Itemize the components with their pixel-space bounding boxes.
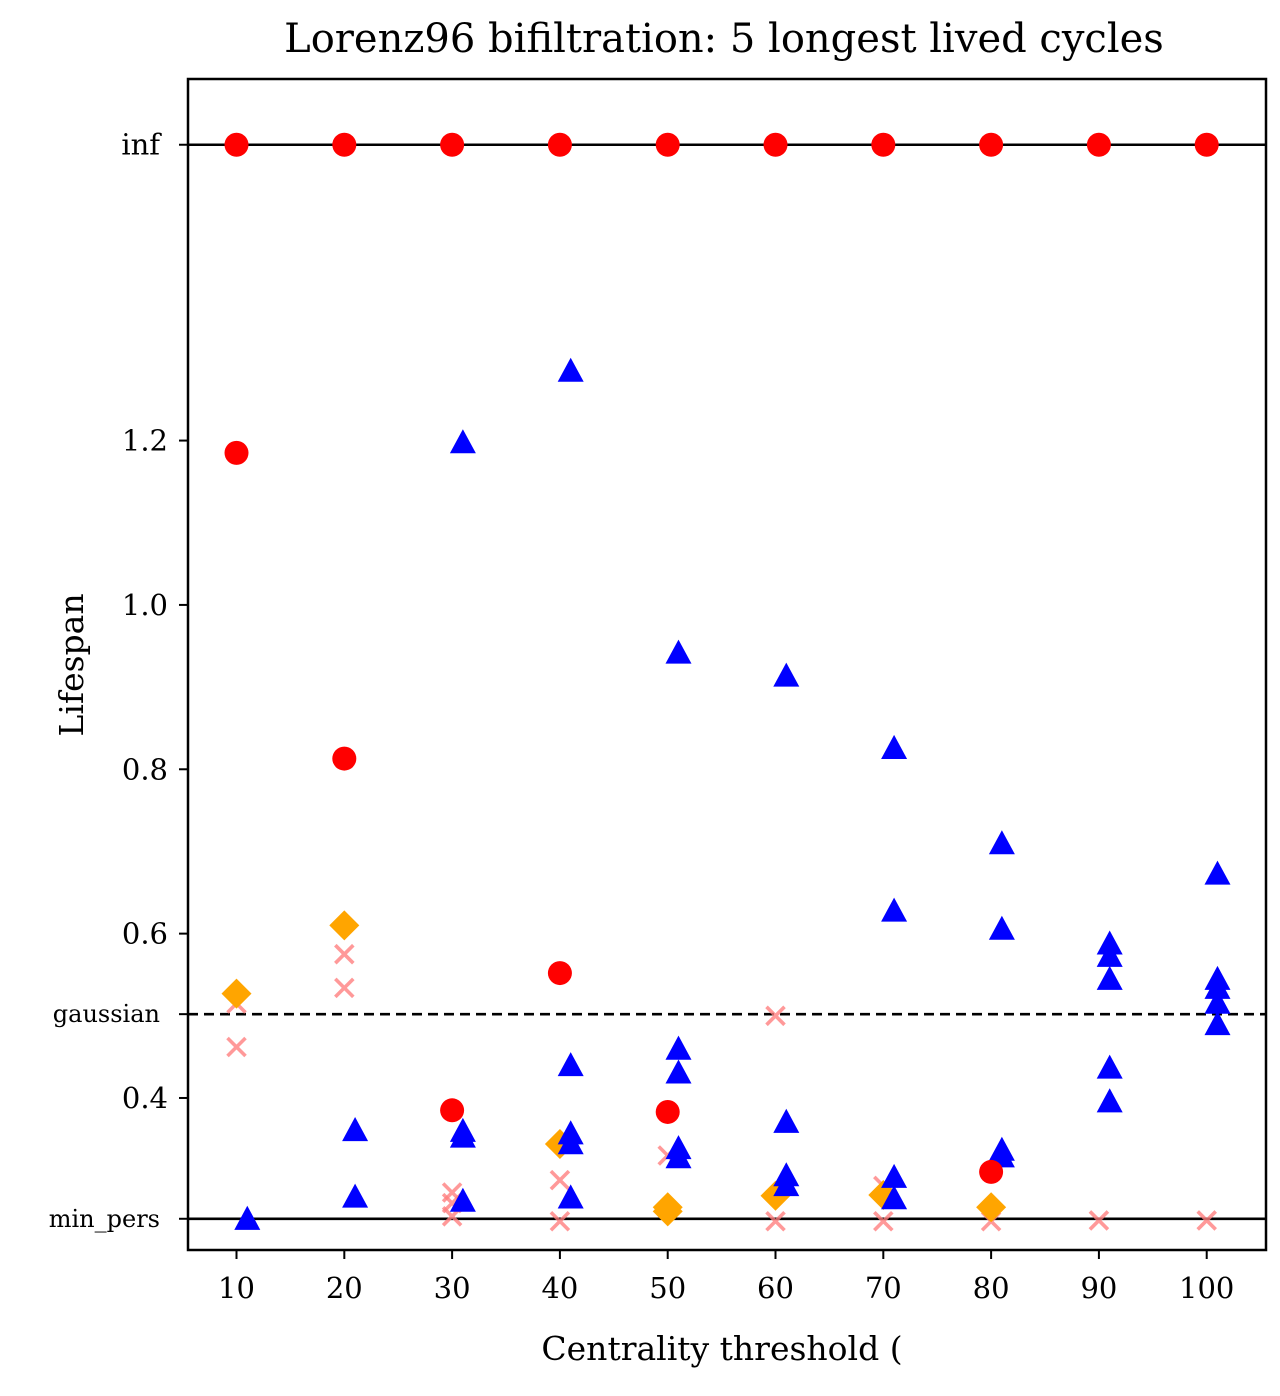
data-point-circle — [440, 1098, 465, 1123]
x-mark-stroke — [1196, 1210, 1217, 1231]
data-point-x — [334, 943, 355, 965]
x-tick-label: 80 — [973, 1271, 1010, 1305]
data-point-triangle — [665, 639, 692, 664]
data-point-circle — [332, 132, 357, 157]
data-point-triangle — [234, 1205, 261, 1230]
x-tick-label: 10 — [218, 1271, 255, 1305]
data-point-triangle — [1096, 930, 1123, 955]
data-point-triangle — [773, 662, 800, 687]
data-point-circle — [224, 132, 249, 157]
x-axis-label: Centrality threshold ( — [541, 1329, 902, 1368]
data-point-circle — [224, 440, 249, 465]
x-mark-stroke — [549, 1210, 571, 1232]
data-point-triangle — [881, 897, 908, 922]
plot-frame — [186, 77, 1268, 1252]
data-point-x — [873, 1210, 894, 1232]
x-mark-stroke — [765, 1210, 786, 1232]
data-point-triangle — [342, 1183, 369, 1208]
data-point-x — [765, 1005, 786, 1027]
data-point-triangle — [988, 830, 1015, 855]
data-point-triangle — [449, 1123, 476, 1148]
x-mark-stroke — [334, 977, 355, 999]
data-point-triangle — [1096, 1054, 1123, 1079]
data-point-circle — [871, 132, 896, 157]
x-mark-stroke — [334, 943, 355, 965]
data-point-circle — [1194, 132, 1219, 157]
y-tick-label: 0.8 — [122, 752, 168, 786]
y-tick-label: 1.0 — [122, 588, 168, 622]
y-tick-label: 1.2 — [122, 424, 168, 458]
data-point-triangle — [773, 1108, 800, 1133]
data-point-triangle — [1204, 860, 1231, 885]
data-point-triangle — [1204, 974, 1231, 999]
x-tick-label: 60 — [757, 1271, 794, 1305]
data-point-x — [1088, 1210, 1110, 1231]
x-tick-label: 20 — [326, 1271, 363, 1305]
data-point-circle — [1086, 132, 1111, 157]
plot-area: 10 20 30 40 50 60 70 80 90 100 0.4 0.6 0.8 1.0 1.2 inf g… — [49, 128, 1266, 1305]
x-tick-label: 30 — [434, 1271, 471, 1305]
data-point-circle — [332, 746, 357, 771]
data-point-x — [1196, 1210, 1217, 1231]
data-point-triangle — [1204, 1011, 1231, 1036]
data-point-triangle — [1096, 965, 1123, 990]
x-mark-stroke — [549, 1169, 571, 1191]
x-mark-stroke — [873, 1210, 894, 1232]
data-point-triangle — [1096, 1088, 1123, 1113]
y-tick-label: 0.6 — [122, 917, 168, 951]
data-point-triangle — [988, 915, 1015, 940]
x-mark-stroke — [1088, 1210, 1110, 1231]
data-point-diamond — [976, 1192, 1007, 1223]
data-point-x — [549, 1169, 571, 1191]
reference-line-label: gaussian — [53, 1000, 160, 1028]
data-point-triangle — [665, 1059, 692, 1084]
data-point-triangle — [665, 1035, 692, 1060]
data-point-x — [334, 977, 355, 999]
data-point-circle — [763, 132, 788, 157]
data-point-triangle — [557, 357, 584, 382]
data-point-circle — [655, 1099, 680, 1124]
data-point-triangle — [557, 1052, 584, 1077]
reference-line-label: inf — [121, 128, 162, 162]
x-tick-label: 90 — [1080, 1271, 1117, 1305]
data-point-x — [549, 1210, 571, 1232]
data-point-triangle — [1096, 942, 1123, 967]
chart-title: Lorenz96 bifiltration: 5 longest lived c… — [284, 16, 1164, 62]
y-axis-label: Lifespan — [52, 593, 91, 736]
data-point-circle — [979, 132, 1004, 157]
data-point-triangle — [449, 1187, 476, 1212]
data-point-triangle — [342, 1117, 369, 1142]
y-tick-label: 0.4 — [122, 1081, 168, 1115]
data-point-triangle — [557, 1130, 584, 1155]
data-point-circle — [655, 132, 680, 157]
data-point-triangle — [665, 1144, 692, 1169]
data-point-diamond — [221, 978, 252, 1009]
data-point-circle — [979, 1159, 1004, 1184]
reference-line-label: min_pers — [49, 1205, 160, 1233]
x-tick-label: 100 — [1179, 1271, 1234, 1305]
x-mark-stroke — [226, 1036, 247, 1058]
x-mark-stroke — [765, 1005, 786, 1027]
x-tick-label: 50 — [649, 1271, 686, 1305]
x-tick-label: 70 — [865, 1271, 902, 1305]
x-tick-label: 40 — [541, 1271, 578, 1305]
data-point-triangle — [773, 1172, 800, 1197]
data-point-circle — [440, 132, 465, 157]
data-point-triangle — [557, 1184, 584, 1209]
data-point-triangle — [449, 429, 476, 454]
data-point-circle — [547, 961, 572, 986]
data-point-triangle — [881, 1163, 908, 1188]
data-point-diamond — [652, 1196, 683, 1227]
data-point-triangle — [881, 1185, 908, 1210]
data-point-x — [765, 1210, 786, 1232]
data-point-x — [226, 1036, 247, 1058]
data-point-triangle — [1204, 989, 1231, 1014]
data-point-circle — [547, 132, 572, 157]
data-point-diamond — [329, 910, 360, 941]
data-point-triangle — [881, 734, 908, 759]
